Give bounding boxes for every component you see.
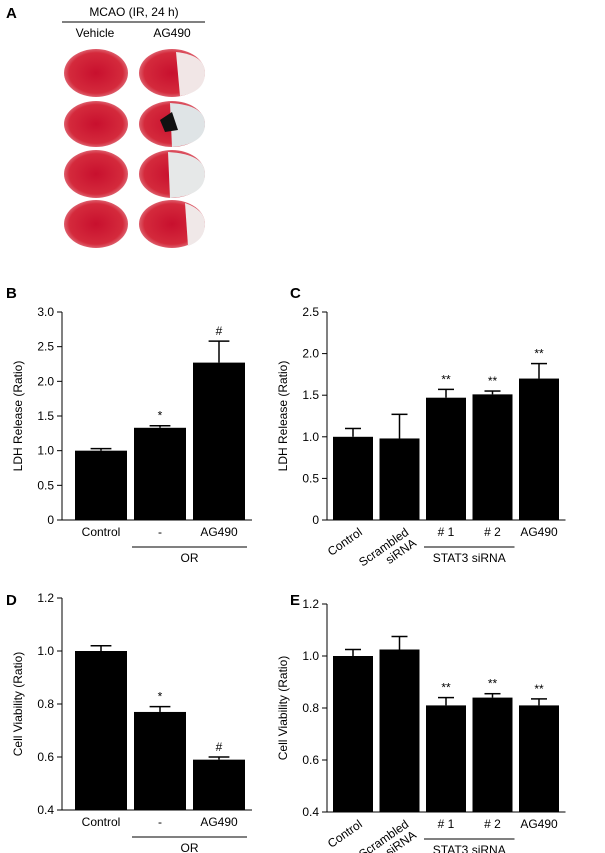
group-label: STAT3 siRNA (433, 843, 506, 853)
y-tick-label: 1.2 (37, 591, 54, 605)
significance-marker: # (216, 324, 223, 338)
x-tick-label: # 1 (438, 525, 455, 539)
significance-marker: ** (441, 681, 451, 695)
y-tick-label: 0.5 (302, 471, 319, 485)
y-tick-label: 2.5 (302, 305, 319, 319)
x-tick-label: # 1 (438, 817, 455, 831)
bar (519, 378, 559, 520)
panel-label: B (6, 285, 17, 302)
x-tick-label: Control (325, 525, 365, 559)
y-tick-label: 1.0 (37, 444, 54, 458)
y-tick-label: 0 (47, 513, 54, 527)
x-tick-label: ScrambledsiRNA (356, 817, 419, 853)
y-axis-label: LDH Release (Ratio) (11, 361, 25, 472)
x-tick-label: # 2 (484, 817, 501, 831)
y-tick-label: 2.0 (37, 374, 54, 388)
bar (472, 697, 513, 812)
significance-marker: ** (534, 347, 544, 361)
x-tick-label: - (158, 525, 162, 539)
x-tick-label: ScrambledsiRNA (356, 525, 419, 580)
panel-label: D (6, 592, 17, 609)
y-axis-label: LDH Release (Ratio) (276, 361, 290, 472)
y-tick-label: 0.4 (37, 803, 54, 817)
bar (75, 450, 127, 520)
x-tick-label: AG490 (520, 817, 558, 831)
bar (333, 436, 373, 520)
bar (379, 438, 420, 520)
x-tick-label: AG490 (520, 525, 558, 539)
column-label: Vehicle (76, 26, 115, 40)
bar (379, 649, 420, 812)
x-tick-label: - (158, 815, 162, 829)
x-tick-label: AG490 (200, 525, 238, 539)
significance-marker: # (216, 740, 223, 754)
y-tick-label: 0.6 (302, 753, 319, 767)
y-tick-label: 1.0 (302, 649, 319, 663)
significance-marker: ** (488, 677, 498, 691)
y-tick-label: 0.8 (302, 701, 319, 715)
column-label: AG490 (153, 26, 191, 40)
y-tick-label: 2.5 (37, 340, 54, 354)
bar (333, 656, 373, 812)
panel-label: C (290, 285, 301, 302)
bar (472, 394, 513, 520)
bar (193, 759, 245, 810)
bar (426, 397, 466, 520)
bar (75, 651, 127, 810)
significance-marker: * (158, 690, 163, 704)
y-tick-label: 0.6 (37, 750, 54, 764)
panel-label: E (290, 592, 300, 609)
y-tick-label: 1.0 (302, 430, 319, 444)
x-tick-label: Control (82, 525, 121, 539)
group-label: OR (181, 551, 199, 565)
x-tick-label: Control (82, 815, 121, 829)
bar (193, 362, 245, 520)
bar (519, 705, 559, 812)
significance-marker: * (158, 409, 163, 423)
y-tick-label: 0.5 (37, 478, 54, 492)
significance-marker: ** (488, 374, 498, 388)
group-label: OR (181, 841, 199, 853)
x-tick-label: Control (325, 817, 365, 851)
bar (134, 711, 186, 810)
y-tick-label: 2.0 (302, 347, 319, 361)
panel-title: MCAO (IR, 24 h) (89, 5, 178, 19)
significance-marker: ** (441, 372, 451, 386)
y-axis-label: Cell Viability (Ratio) (11, 652, 25, 756)
x-tick-label: # 2 (484, 525, 501, 539)
brain-slices (64, 49, 205, 248)
y-tick-label: 3.0 (37, 305, 54, 319)
y-tick-label: 1.5 (37, 409, 54, 423)
bar (426, 705, 466, 812)
y-tick-label: 0.8 (37, 697, 54, 711)
y-tick-label: 1.0 (37, 644, 54, 658)
y-tick-label: 0 (312, 513, 319, 527)
y-tick-label: 1.2 (302, 597, 319, 611)
y-axis-label: Cell Viability (Ratio) (276, 656, 290, 760)
significance-marker: ** (534, 682, 544, 696)
y-tick-label: 1.5 (302, 388, 319, 402)
bar (134, 427, 186, 520)
panel-label: A (6, 5, 17, 22)
group-label: STAT3 siRNA (433, 551, 506, 565)
x-tick-label: AG490 (200, 815, 238, 829)
y-tick-label: 0.4 (302, 805, 319, 819)
